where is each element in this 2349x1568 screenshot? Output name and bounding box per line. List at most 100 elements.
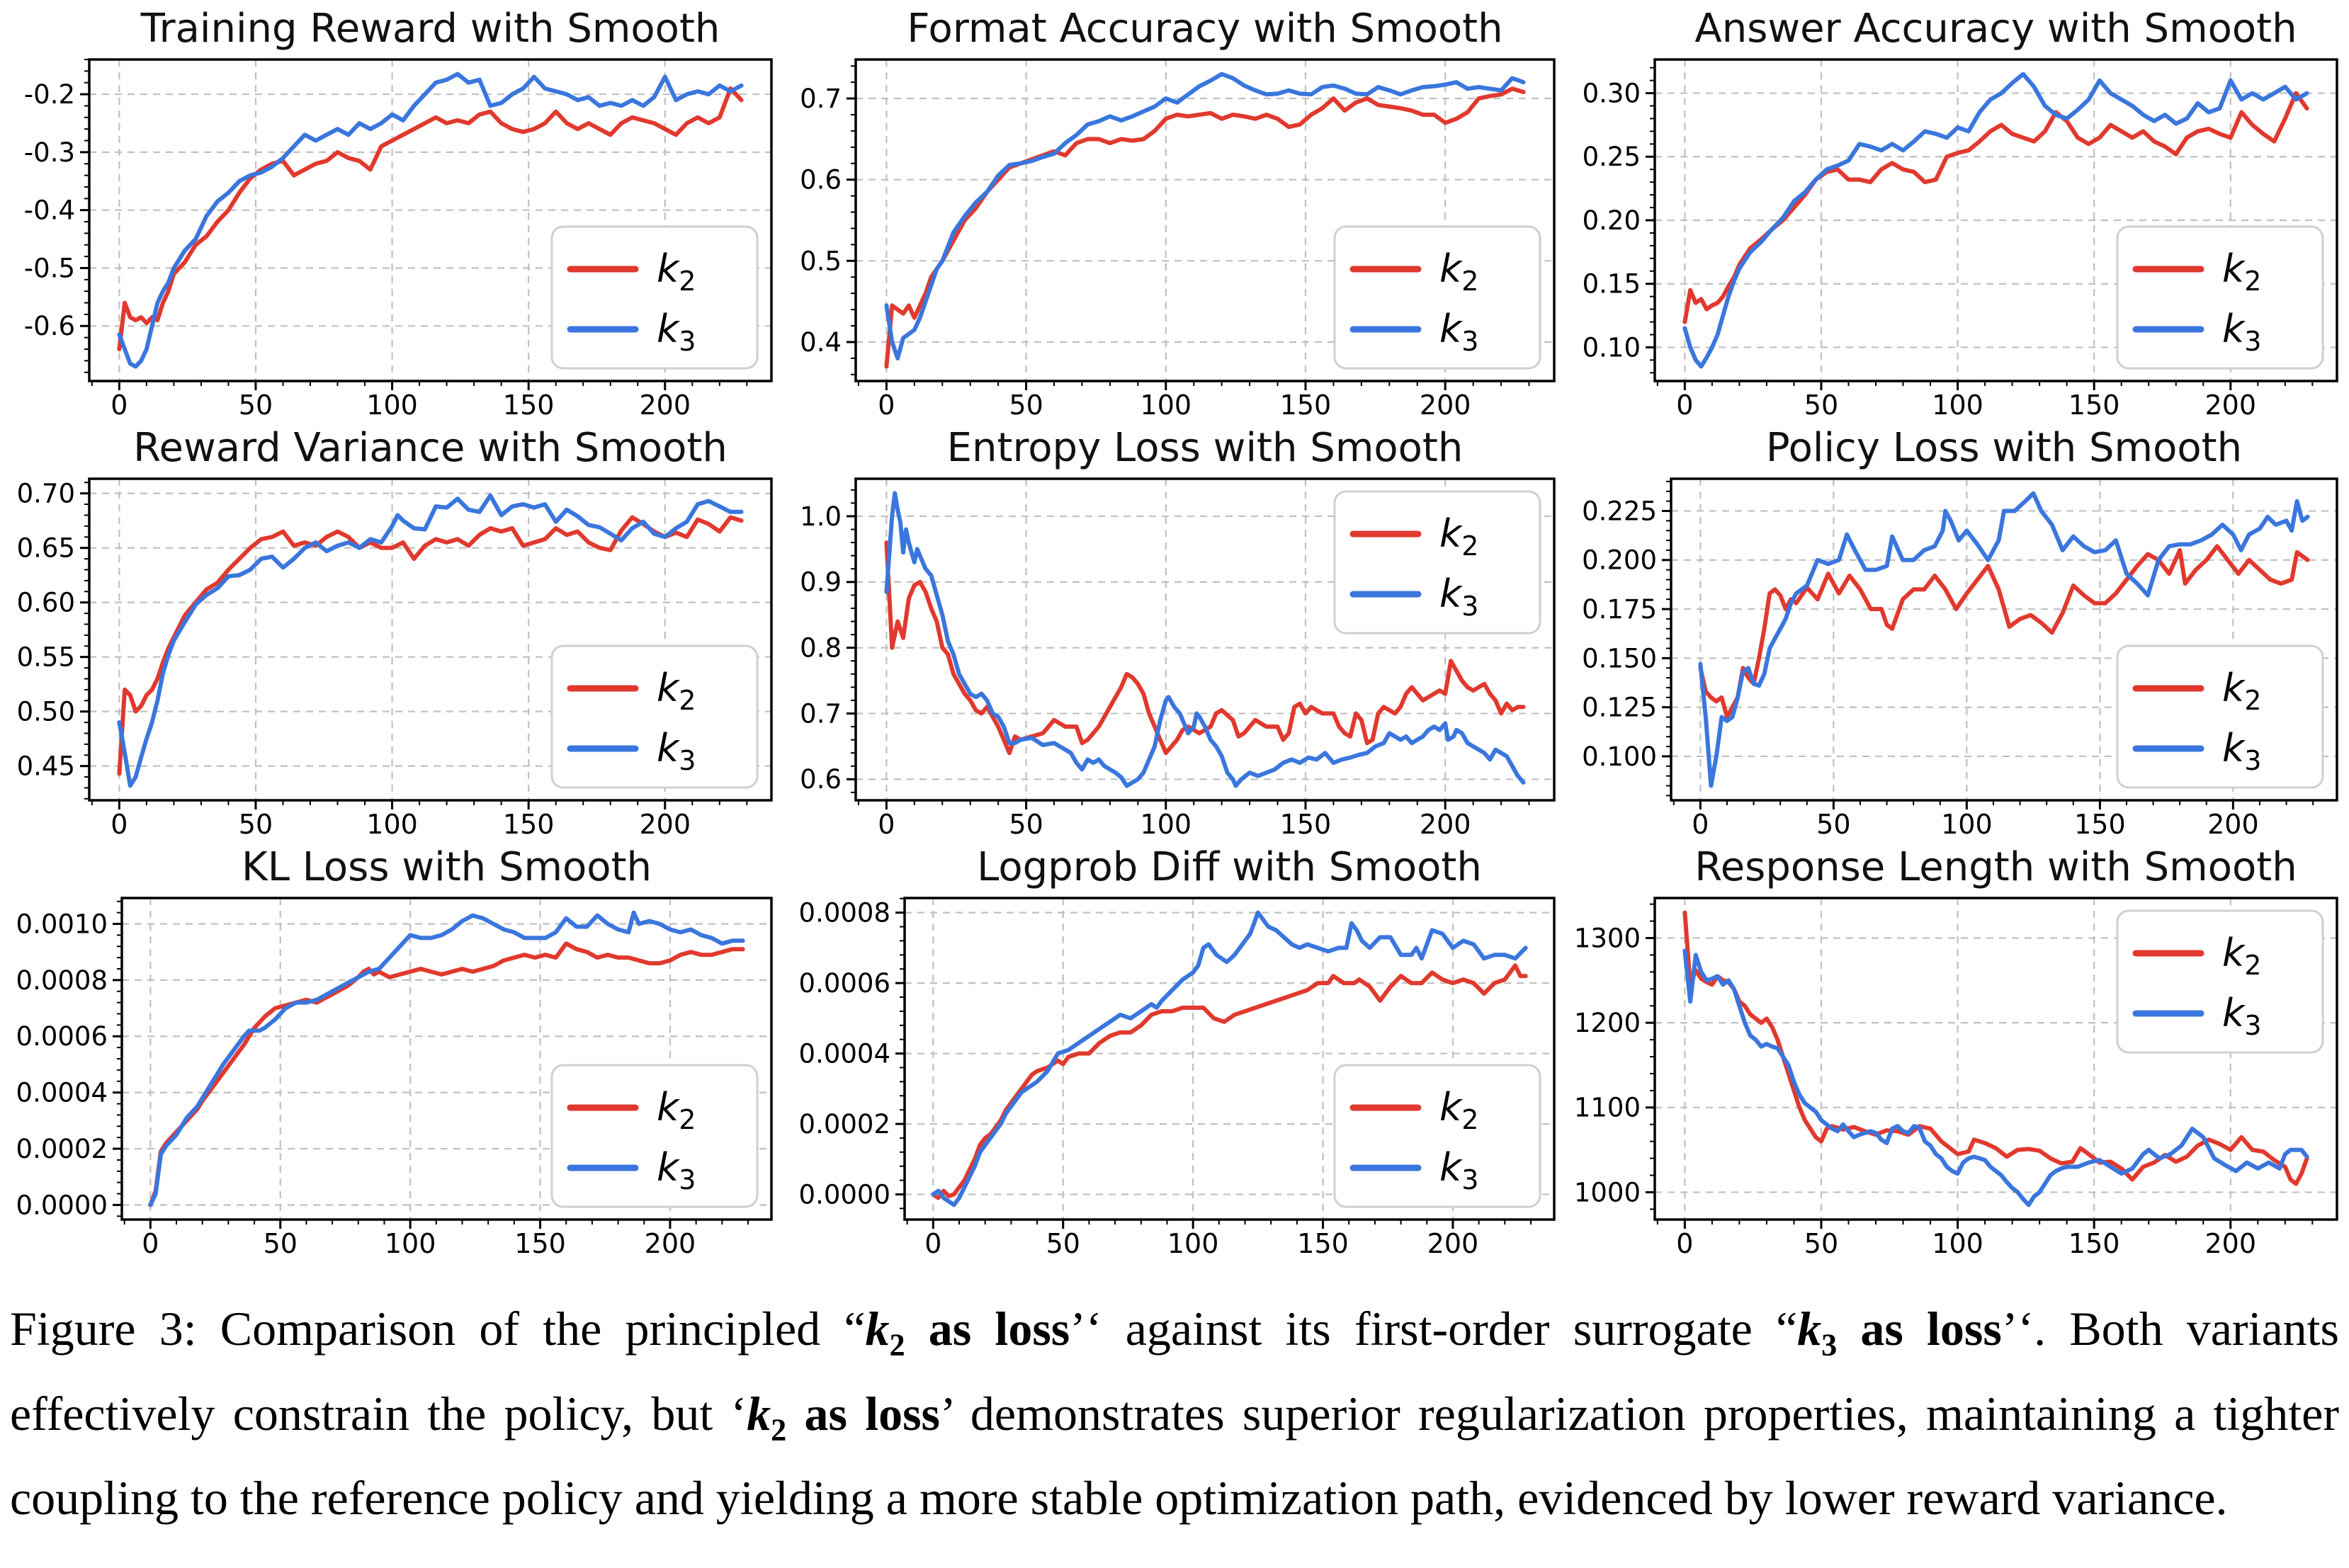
- chart-response-length: Response Length with Smooth 0 50 100 150 200…: [1566, 844, 2348, 1263]
- chart-title: Format Accuracy with Smooth: [907, 6, 1503, 52]
- svg-text:0: 0: [111, 390, 128, 421]
- svg-text:1200: 1200: [1574, 1008, 1641, 1038]
- chart-title: Training Reward with Smooth: [140, 6, 720, 52]
- svg-text:100: 100: [366, 390, 418, 421]
- chart-title: KL Loss with Smooth: [241, 844, 652, 890]
- svg-text:0.50: 0.50: [17, 697, 75, 727]
- svg-text:0.150: 0.150: [1582, 643, 1657, 674]
- svg-text:0: 0: [878, 390, 895, 421]
- svg-text:100: 100: [1140, 390, 1192, 421]
- svg-text:1100: 1100: [1574, 1093, 1641, 1123]
- svg-text:k3: k3: [2222, 991, 2261, 1041]
- svg-text:0.125: 0.125: [1582, 693, 1657, 723]
- chart-kl-loss: KL Loss with Smooth 0 50 100 150 200 0.0000 0.…: [0, 844, 783, 1263]
- chart-title: Logprob Diff with Smooth: [977, 844, 1482, 890]
- entropy-loss-plot: 0 50 100 150 200 0.6 0.7 0.8 0.9 1.0 k2 k3: [800, 477, 1556, 840]
- svg-text:50: 50: [1046, 1228, 1080, 1259]
- svg-text:0.6: 0.6: [800, 764, 842, 795]
- svg-text:k2: k2: [657, 1085, 696, 1135]
- svg-text:50: 50: [1009, 809, 1043, 840]
- svg-text:0.55: 0.55: [17, 642, 75, 673]
- svg-text:0.60: 0.60: [17, 588, 75, 618]
- svg-text:0.7: 0.7: [800, 84, 842, 114]
- svg-text:200: 200: [2205, 390, 2257, 421]
- svg-text:200: 200: [1427, 1228, 1479, 1259]
- svg-text:0.0006: 0.0006: [799, 968, 890, 999]
- svg-text:0.9: 0.9: [800, 567, 842, 598]
- chart-title: Answer Accuracy with Smooth: [1694, 6, 2297, 52]
- svg-text:0.0010: 0.0010: [16, 909, 108, 939]
- svg-text:0.175: 0.175: [1582, 594, 1657, 625]
- chart-training-reward: Training Reward with Smooth 0 50 100 150 200…: [0, 6, 783, 425]
- svg-text:0.0004: 0.0004: [799, 1038, 890, 1069]
- svg-text:100: 100: [385, 1228, 436, 1259]
- svg-text:0.0000: 0.0000: [799, 1179, 890, 1210]
- svg-text:-0.2: -0.2: [24, 79, 75, 110]
- svg-text:150: 150: [503, 390, 555, 421]
- svg-text:k2: k2: [1439, 511, 1478, 562]
- svg-text:0: 0: [1692, 809, 1709, 840]
- svg-text:k2: k2: [657, 666, 696, 716]
- svg-text:50: 50: [1009, 390, 1043, 421]
- svg-text:200: 200: [1420, 809, 1471, 840]
- chart-policy-loss: Policy Loss with Smooth 0 50 100 150 200 0.10…: [1566, 425, 2348, 844]
- svg-text:150: 150: [1280, 390, 1332, 421]
- chart-reward-variance: Reward Variance with Smooth 0 50 100 150 200…: [0, 425, 783, 844]
- svg-text:100: 100: [1167, 1228, 1219, 1259]
- svg-text:0.200: 0.200: [1582, 545, 1657, 576]
- training-reward-plot: 0 50 100 150 200 -0.6 -0.5 -0.4 -0.3 -0.2 k2 k3: [24, 58, 773, 421]
- svg-text:50: 50: [1816, 809, 1850, 840]
- svg-text:200: 200: [2205, 1228, 2257, 1259]
- svg-text:0.45: 0.45: [17, 751, 75, 782]
- chart-logprob-diff: Logprob Diff with Smooth 0 50 100 150 200 0.0…: [783, 844, 1566, 1263]
- svg-text:100: 100: [1932, 1228, 1983, 1259]
- svg-text:0.0002: 0.0002: [799, 1109, 890, 1140]
- chart-entropy-loss: Entropy Loss with Smooth 0 50 100 150 200 0.6…: [783, 425, 1566, 844]
- svg-text:0.0008: 0.0008: [16, 965, 108, 996]
- logprob-diff-plot: 0 50 100 150 200 0.0000 0.0002 0.0004 0.0006 0.00…: [799, 897, 1556, 1259]
- svg-text:0.0004: 0.0004: [16, 1078, 108, 1108]
- chart-title: Entropy Loss with Smooth: [946, 425, 1464, 471]
- svg-text:k2: k2: [1439, 1085, 1478, 1135]
- svg-text:100: 100: [1941, 809, 1993, 840]
- svg-text:k3: k3: [657, 726, 696, 776]
- svg-text:k3: k3: [1439, 307, 1478, 357]
- svg-text:150: 150: [2074, 809, 2126, 840]
- svg-text:0: 0: [924, 1228, 941, 1259]
- chart-title: Policy Loss with Smooth: [1765, 425, 2243, 471]
- svg-text:k3: k3: [657, 1145, 696, 1195]
- svg-text:k3: k3: [2222, 307, 2261, 357]
- svg-text:0.5: 0.5: [800, 246, 842, 276]
- svg-text:200: 200: [2207, 809, 2259, 840]
- svg-text:0: 0: [878, 809, 895, 840]
- svg-text:200: 200: [640, 390, 691, 421]
- policy-loss-plot: 0 50 100 150 200 0.100 0.125 0.150 0.175 0.200 0.2…: [1582, 477, 2338, 840]
- svg-text:0.65: 0.65: [17, 533, 75, 564]
- svg-text:150: 150: [514, 1228, 566, 1259]
- svg-text:-0.6: -0.6: [24, 311, 75, 341]
- svg-text:0.70: 0.70: [17, 479, 75, 509]
- svg-text:0.7: 0.7: [800, 698, 842, 729]
- svg-text:150: 150: [1280, 809, 1332, 840]
- svg-text:0: 0: [1676, 1228, 1693, 1259]
- answer-accuracy-plot: 0 50 100 150 200 0.10 0.15 0.20 0.25 0.30 k2 k3: [1583, 58, 2338, 421]
- svg-text:0.225: 0.225: [1582, 496, 1657, 526]
- svg-text:-0.5: -0.5: [24, 253, 75, 283]
- svg-text:1000: 1000: [1574, 1177, 1641, 1208]
- svg-text:150: 150: [2068, 1228, 2120, 1259]
- chart-title: Response Length with Smooth: [1694, 844, 2297, 890]
- figure-grid: Training Reward with Smooth 0 50 100 150 200…: [0, 6, 2348, 1263]
- svg-text:100: 100: [366, 809, 418, 840]
- svg-text:0.0000: 0.0000: [16, 1190, 108, 1220]
- chart-format-accuracy: Format Accuracy with Smooth 0 50 100 150 200…: [783, 6, 1566, 425]
- response-length-plot: 0 50 100 150 200 1000 1100 1200 1300 k2 k3: [1574, 897, 2338, 1259]
- svg-text:k2: k2: [2222, 931, 2261, 981]
- svg-text:150: 150: [2068, 390, 2120, 421]
- svg-text:k3: k3: [1439, 572, 1478, 622]
- chart-title: Reward Variance with Smooth: [133, 425, 728, 471]
- svg-text:0.4: 0.4: [800, 327, 842, 358]
- svg-text:0.8: 0.8: [800, 633, 842, 664]
- figure-caption: Figure 3: Comparison of the principled “…: [10, 1302, 2340, 1526]
- svg-text:0.10: 0.10: [1583, 332, 1641, 363]
- svg-text:0.15: 0.15: [1583, 269, 1641, 300]
